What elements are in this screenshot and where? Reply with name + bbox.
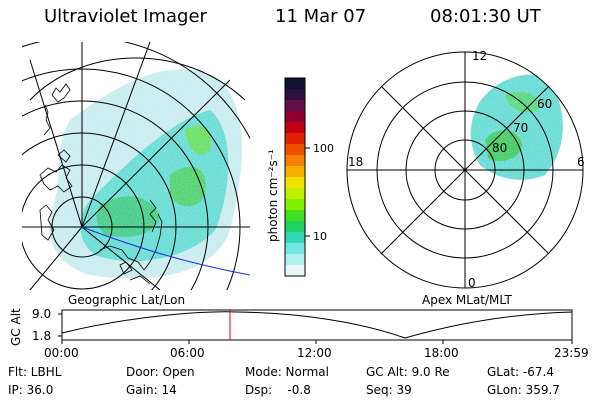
mlt-label-12: 12: [472, 49, 487, 63]
colorbar-cell: [285, 243, 305, 255]
colorbar-cell: [285, 133, 305, 145]
colorbar-cell: [285, 89, 305, 101]
status-gc-alt: GC Alt: 9.0 Re: [366, 365, 450, 379]
colorbar-cell: [285, 111, 305, 123]
polar-panel-label: Apex MLat/MLT: [422, 293, 512, 307]
colorbar-tick-100: 100: [313, 142, 334, 155]
colorbar-cell: [285, 199, 305, 211]
timeline-axis-label: GC Alt: [9, 308, 23, 346]
colorbar-cell: [285, 265, 305, 277]
lat-label-80: 80: [492, 141, 507, 155]
geo-panel-label: Geographic Lat/Lon: [68, 293, 185, 307]
colorbar-cell: [285, 166, 305, 178]
status-filter: Flt: LBHL: [8, 365, 62, 379]
geo-emission: [22, 42, 250, 290]
x-tick-0000: 00:00: [44, 346, 79, 360]
colorbar-tick-10: 10: [313, 230, 327, 243]
x-tick-2359: 23:59: [554, 346, 589, 360]
mlt-label-18: 18: [348, 155, 363, 169]
colorbar-cell: [285, 210, 305, 222]
colorbar-cell: [285, 144, 305, 156]
colorbar-unit-label: photon cm⁻²s⁻¹: [266, 149, 280, 242]
x-tick-1800: 18:00: [424, 346, 459, 360]
instrument-title: Ultraviolet Imager: [44, 6, 207, 27]
status-seq: Seq: 39: [366, 383, 412, 397]
status-dsp: Dsp: -0.8: [245, 383, 311, 397]
date-label: 11 Mar 07: [275, 6, 367, 27]
mlt-label-0: 0: [468, 276, 476, 290]
lat-label-70: 70: [513, 121, 528, 135]
colorbar-cell: [285, 155, 305, 167]
colorbar-cell: [285, 177, 305, 189]
status-mode: Mode: Normal: [245, 365, 329, 379]
status-glat: GLat: -67.4: [487, 365, 554, 379]
colorbar-cell: [285, 78, 305, 90]
altitude-timeline: GC Alt 9.0 1.8 00:00 06:00 12:00 18:00 2…: [9, 307, 589, 360]
mlt-label-6: 6: [577, 155, 585, 169]
x-tick-1200: 12:00: [297, 346, 332, 360]
colorbar-cell: [285, 100, 305, 112]
y-tick-1-8: 1.8: [32, 329, 51, 343]
time-label: 08:01:30 UT: [430, 6, 541, 27]
colorbar-cell: [285, 232, 305, 244]
status-door: Door: Open: [126, 365, 195, 379]
y-tick-9: 9.0: [32, 307, 51, 321]
x-tick-0600: 06:00: [170, 346, 205, 360]
colorbar-cell: [285, 254, 305, 266]
colorbar: 100 10 photon cm⁻²s⁻¹: [266, 77, 334, 277]
polar-map: 12 18 6 0 60 70 80: [346, 49, 585, 290]
status-ip: IP: 36.0: [8, 383, 54, 397]
geographic-map: [22, 42, 250, 290]
status-gain: Gain: 14: [126, 383, 177, 397]
lat-label-60: 60: [537, 97, 552, 111]
colorbar-cell: [285, 188, 305, 200]
colorbar-cell: [285, 221, 305, 233]
colorbar-cell: [285, 122, 305, 134]
status-glon: GLon: 359.7: [487, 383, 560, 397]
